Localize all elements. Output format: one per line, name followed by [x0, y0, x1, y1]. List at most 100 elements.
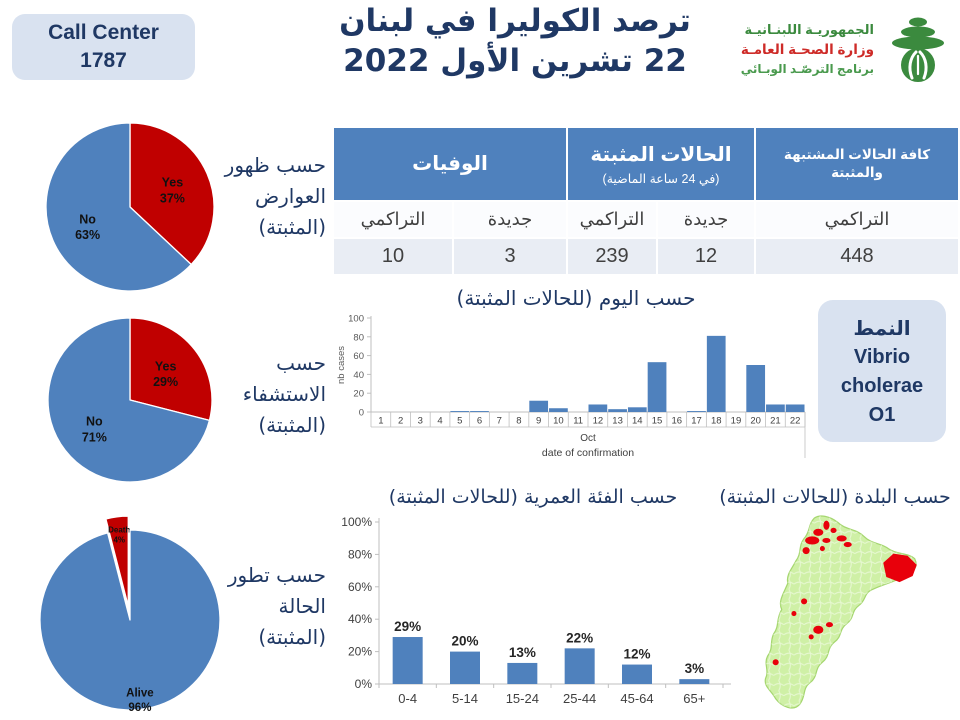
value-cumulative-confirmed: 239: [568, 239, 656, 274]
svg-text:12: 12: [593, 416, 604, 427]
svg-text:20: 20: [353, 389, 364, 400]
outcome-pie: Death 4% Alive 96%: [39, 515, 221, 714]
vibrio-genus: Vibrio: [853, 345, 911, 368]
svg-text:60: 60: [353, 351, 364, 362]
ministry-logo: الجمهوريـة اللبنـانيـة وزارة الصحـة العا…: [741, 12, 954, 86]
age-chart-title: حسب الفئة العمرية (للحالات المثبتة): [388, 486, 678, 508]
svg-text:80: 80: [353, 332, 364, 343]
table-header-all-cases: كافة الحالات المشتبهة والمثبتة: [756, 128, 958, 200]
svg-text:0-4: 0-4: [398, 691, 417, 706]
daily-chart-title: حسب اليوم (للحالات المثبتة): [456, 286, 696, 310]
svg-text:9: 9: [536, 416, 541, 427]
svg-text:14: 14: [632, 416, 643, 427]
svg-text:21: 21: [770, 416, 781, 427]
svg-text:nb cases: nb cases: [336, 346, 347, 384]
call-center-number: 1787: [80, 49, 127, 72]
symptoms-pie-label: حسب ظهور العوارض (المثبتة): [224, 153, 326, 239]
outcome-pie-chart: Death 4% Alive 96%: [25, 513, 235, 720]
svg-text:1: 1: [378, 416, 383, 427]
vibrio-species: cholerae: [840, 374, 924, 397]
page-title-line1: ترصد الكوليرا في لبنان: [339, 3, 691, 39]
svg-text:29%: 29%: [394, 619, 421, 634]
logo-ministry-line: وزارة الصحـة العامـة: [740, 41, 874, 57]
svg-text:3: 3: [418, 416, 423, 427]
page-title: ترصد الكوليرا في لبنان 22 تشرين الأول 20…: [300, 2, 730, 81]
logo-program-line: برنامج الترصّـد الوبـائي: [740, 61, 874, 76]
hospitalization-pie-chart: Yes 29% No 71%: [30, 300, 230, 505]
svg-text:18: 18: [711, 416, 722, 427]
subheader-new-confirmed: جديدة: [658, 202, 754, 237]
symptoms-pie-chart: Yes 37% No 63%: [30, 107, 230, 312]
value-new-confirmed: 12: [658, 239, 754, 274]
svg-text:60%: 60%: [348, 580, 372, 594]
svg-text:Oct: Oct: [580, 433, 596, 444]
symptoms-pie: Yes 37% No 63%: [45, 122, 215, 292]
svg-text:65+: 65+: [683, 691, 705, 706]
svg-text:13%: 13%: [509, 645, 536, 660]
svg-text:17: 17: [691, 416, 702, 427]
svg-text:date of confirmation: date of confirmation: [542, 447, 634, 459]
subheader-cumulative-confirmed: التراكمي: [568, 202, 656, 237]
daily-cases-chart: حسب اليوم (للحالات المثبتة) 0 20 40 60 80 100…: [333, 286, 819, 481]
vibrio-serogroup: O1: [868, 403, 896, 426]
value-cumulative-deaths: 10: [334, 239, 452, 274]
call-center-label: Call Center: [48, 20, 159, 44]
summary-table: كافة الحالات المشتبهة والمثبتة الحالات ا…: [334, 128, 958, 274]
svg-text:40: 40: [353, 370, 364, 381]
svg-text:15: 15: [652, 416, 663, 427]
ministry-logo-text: الجمهوريـة اللبنـانيـة وزارة الصحـة العا…: [741, 20, 874, 78]
svg-text:5: 5: [457, 416, 462, 427]
logo-republic-line: الجمهوريـة اللبنـانيـة: [744, 22, 874, 38]
svg-text:20%: 20%: [451, 634, 478, 649]
table-header-deaths: الوفيات: [334, 128, 566, 200]
svg-text:19: 19: [731, 416, 742, 427]
svg-text:7: 7: [497, 416, 502, 427]
value-cumulative-all: 448: [756, 239, 958, 274]
subheader-cumulative-deaths: التراكمي: [334, 202, 452, 237]
svg-text:0: 0: [359, 408, 364, 419]
vibrio-type-label: النمط: [853, 315, 911, 340]
svg-text:6: 6: [477, 416, 482, 427]
hospitalization-pie: Yes 29% No 71%: [47, 317, 213, 483]
subheader-cumulative-all: التراكمي: [756, 202, 958, 237]
age-group-plot: 0% 20% 40% 60% 80% 100% 29% 20% 13% 22% 12% 3% 0-4 5-…: [341, 515, 731, 706]
age-group-chart: حسب الفئة العمرية (للحالات المثبتة) 0% 20…: [333, 486, 733, 719]
svg-text:100: 100: [348, 314, 364, 325]
vibrio-type-badge: النمط Vibrio cholerae O1: [818, 300, 946, 442]
svg-text:2: 2: [398, 416, 403, 427]
svg-text:11: 11: [573, 416, 583, 427]
svg-text:45-64: 45-64: [620, 691, 653, 706]
svg-text:0%: 0%: [355, 677, 373, 691]
svg-text:8: 8: [516, 416, 521, 427]
svg-text:20%: 20%: [348, 645, 372, 659]
svg-text:22%: 22%: [566, 630, 593, 645]
call-center-badge: Call Center 1787: [12, 14, 195, 80]
svg-text:3%: 3%: [685, 661, 705, 676]
page-title-line2: 22 تشرين الأول 2022: [343, 42, 687, 79]
svg-text:4: 4: [437, 416, 442, 427]
svg-text:100%: 100%: [341, 515, 372, 529]
svg-text:13: 13: [612, 416, 623, 427]
hospitalization-pie-label: حسب الاستشفاء (المثبتة): [242, 351, 326, 437]
svg-text:12%: 12%: [623, 647, 650, 662]
map-title: حسب البلدة (للحالات المثبتة): [719, 486, 951, 508]
svg-text:20: 20: [750, 416, 761, 427]
value-new-deaths: 3: [454, 239, 566, 274]
svg-text:22: 22: [790, 416, 801, 427]
svg-text:40%: 40%: [348, 612, 372, 626]
subheader-new-deaths: جديدة: [454, 202, 566, 237]
table-header-confirmed: الحالات المثبتة (في 24 ساعة الماضية): [568, 128, 754, 200]
svg-text:80%: 80%: [348, 547, 372, 561]
town-map-chart: حسب البلدة (للحالات المثبتة): [712, 486, 958, 718]
outcome-pie-label: حسب تطور الحالة (المثبتة): [227, 563, 326, 649]
lebanon-map: [764, 515, 917, 709]
svg-text:10: 10: [553, 416, 564, 427]
